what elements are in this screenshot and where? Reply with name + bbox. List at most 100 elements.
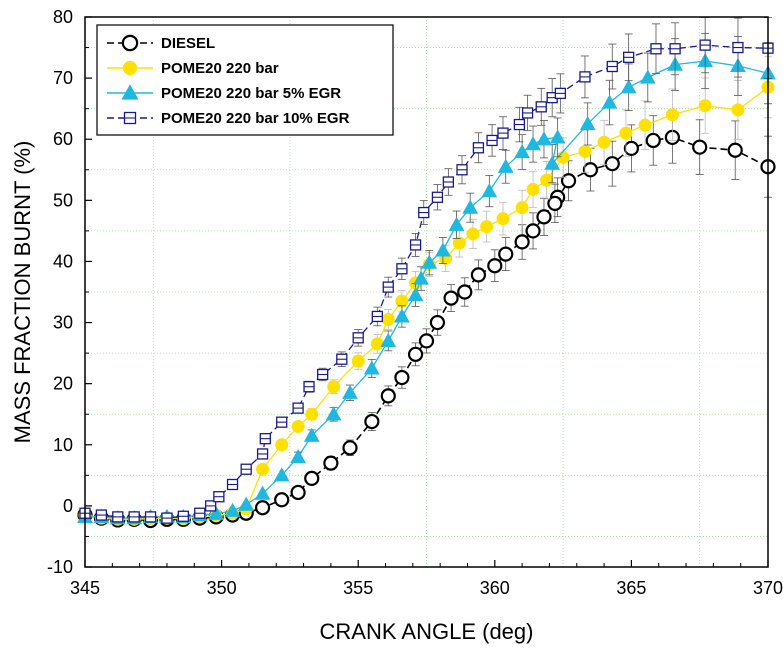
data-point	[549, 129, 566, 144]
data-point	[535, 101, 547, 113]
legend-item: POME20 220 bar 5% EGR	[107, 84, 341, 102]
data-point	[177, 510, 190, 522]
data-point	[370, 337, 384, 351]
x-tick-label: 355	[343, 578, 373, 598]
data-point	[480, 220, 494, 234]
data-point	[418, 206, 430, 219]
data-point	[254, 485, 271, 500]
data-point	[692, 139, 708, 155]
data-point	[536, 209, 552, 225]
y-tick-label: 60	[53, 129, 73, 149]
data-point	[254, 500, 271, 516]
data-point	[371, 310, 383, 323]
data-point	[665, 108, 679, 122]
data-point	[496, 212, 510, 226]
data-point	[547, 195, 563, 211]
data-point	[540, 173, 554, 187]
data-point	[606, 60, 618, 73]
data-point	[597, 135, 611, 149]
data-point	[413, 270, 429, 285]
x-tick-label: 350	[207, 578, 237, 598]
data-point	[208, 505, 224, 520]
data-point	[639, 69, 656, 84]
data-point	[497, 158, 514, 173]
data-point	[579, 115, 596, 131]
data-point	[407, 346, 424, 362]
data-point	[731, 103, 745, 117]
data-point	[161, 512, 173, 524]
data-point	[645, 132, 661, 149]
series-pome20-220-bar-10-egr	[79, 17, 774, 524]
data-point	[226, 478, 239, 491]
tick-labels: 345 350 355 360 365 370 -10 0 10 20 30 40 50 60 70 80	[47, 7, 783, 598]
data-point	[304, 470, 320, 486]
data-point	[431, 191, 444, 203]
data-point	[623, 140, 640, 156]
data-point	[238, 496, 255, 511]
data-point	[462, 199, 479, 214]
data-point	[698, 99, 712, 113]
data-point	[623, 51, 635, 63]
data-point	[303, 427, 320, 442]
data-point	[380, 332, 397, 347]
series-pome20-220-bar	[78, 56, 775, 526]
data-point	[394, 369, 410, 386]
data-point	[394, 308, 410, 323]
data-point	[579, 71, 591, 83]
data-point	[650, 43, 662, 55]
data-point	[325, 406, 342, 421]
data-point	[128, 511, 140, 523]
x-axis-title: CRANK ANGLE (deg)	[320, 619, 534, 644]
data-point	[224, 502, 241, 517]
data-point	[457, 284, 473, 300]
data-point	[638, 118, 652, 132]
data-point	[305, 407, 319, 421]
data-point	[619, 126, 633, 140]
data-point	[351, 354, 365, 368]
data-point	[536, 131, 552, 146]
data-point	[409, 239, 422, 251]
data-point	[470, 267, 487, 283]
data-point	[448, 216, 465, 231]
legend-label: POME20 220 bar 5% EGR	[161, 85, 341, 102]
data-point	[213, 491, 225, 503]
data-point	[342, 440, 358, 456]
data-point	[472, 142, 485, 154]
legend: DIESEL POME20 220 bar POME20 220 bar 5% EG…	[96, 24, 394, 136]
data-point	[525, 223, 541, 239]
data-point	[327, 380, 341, 394]
y-tick-label: 70	[53, 68, 73, 88]
data-point	[582, 162, 599, 178]
legend-item: POME20 220 bar 10% EGR	[107, 110, 350, 127]
data-point	[259, 433, 271, 445]
data-point	[421, 254, 438, 269]
data-point	[435, 242, 451, 257]
data-point	[466, 227, 480, 241]
data-point	[497, 127, 509, 139]
data-point	[521, 107, 534, 119]
data-point	[498, 246, 514, 262]
legend-label: POME20 220 bar	[161, 60, 279, 77]
legend-item: DIESEL	[107, 34, 215, 52]
data-point	[336, 353, 348, 365]
data-point	[669, 43, 681, 55]
data-point	[556, 151, 570, 165]
y-tick-label: 50	[53, 190, 73, 210]
y-tick-label: 10	[53, 435, 73, 455]
data-point	[456, 164, 468, 176]
data-point	[205, 500, 217, 512]
data-point	[481, 183, 498, 198]
y-tick-label: 40	[53, 251, 73, 271]
data-point	[352, 332, 364, 344]
y-tick-label: 30	[53, 313, 73, 333]
data-point	[525, 136, 541, 151]
series-layer	[77, 17, 776, 529]
data-point	[275, 438, 289, 452]
x-tick-label: 360	[480, 578, 510, 598]
data-point	[429, 314, 446, 331]
data-point	[380, 388, 396, 404]
data-point	[560, 173, 577, 189]
data-point	[112, 511, 124, 523]
data-point	[515, 201, 529, 215]
data-point	[407, 287, 424, 302]
